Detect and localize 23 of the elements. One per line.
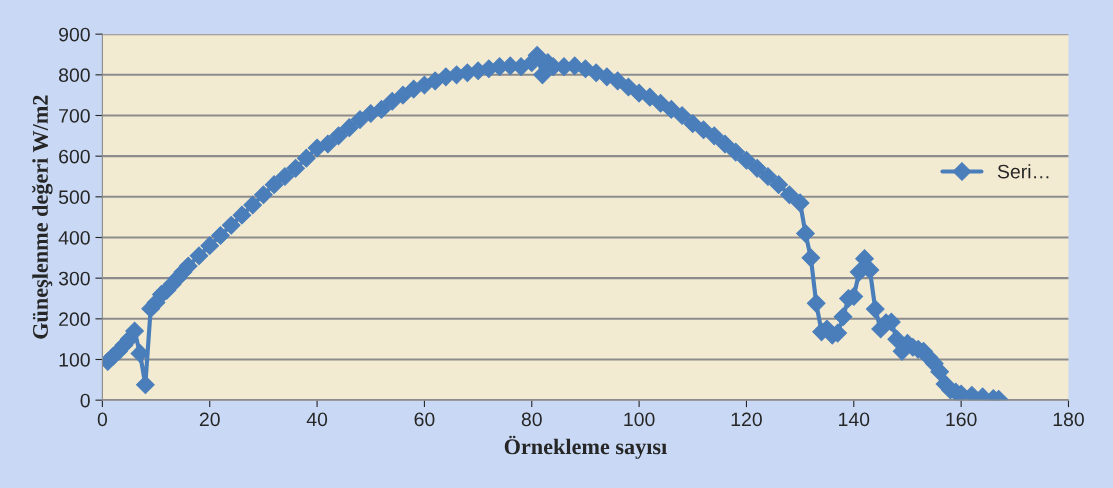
x-tick-label: 60 [414,412,435,427]
y-axis-title: Güneşlenme değeri W/m2 [32,95,53,339]
y-tick-label: 300 [58,271,90,286]
x-tick-label: 120 [731,412,762,427]
y-tick-label: 400 [58,230,90,245]
x-tick-label: 0 [97,412,108,427]
y-tick-label: 200 [59,312,90,327]
y-tick-label: 700 [59,108,90,123]
y-tick-label: 900 [59,27,90,42]
y-tick-label: 800 [59,68,90,83]
x-tick-label: 20 [199,412,220,427]
x-tick-label: 160 [946,412,977,427]
x-tick-label: 140 [839,412,870,427]
x-tick-label: 180 [1053,412,1084,427]
x-axis-title: Örnekleme sayısı [504,435,667,459]
legend-label: Seri… [997,164,1049,179]
y-tick-label: 100 [59,352,90,367]
y-tick-label: 500 [58,190,90,205]
x-tick-label: 80 [521,412,542,427]
y-tick-label: 600 [59,149,90,164]
x-tick-label: 40 [306,412,328,427]
x-tick-label: 100 [624,412,655,427]
y-tick-label: 0 [80,393,90,408]
